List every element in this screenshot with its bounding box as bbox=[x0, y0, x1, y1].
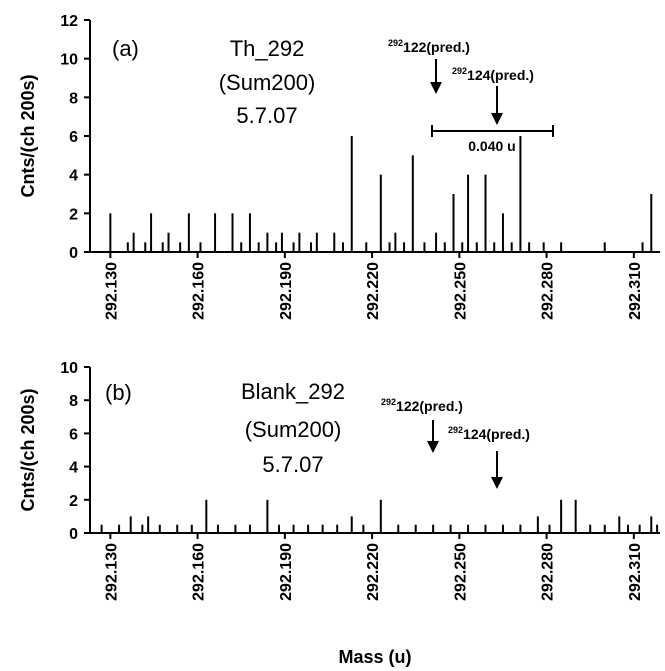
x-tick-label-a-6: 292.310 bbox=[627, 262, 644, 320]
annotation-line-a-2: (Sum200) bbox=[219, 70, 316, 95]
x-tick-label-a-1: 292.160 bbox=[191, 262, 208, 320]
plot-area-a bbox=[89, 20, 660, 253]
y-axis-title-a: Cnts/(ch 200s) bbox=[18, 74, 38, 197]
pred-124-superscript-b: 292 bbox=[448, 425, 463, 435]
y-tick-label-a-6: 12 bbox=[60, 13, 78, 30]
y-ticks-b: 0 2 4 6 8 10 bbox=[60, 360, 90, 543]
panel-label-b: (b) bbox=[105, 380, 132, 405]
x-tick-label-a-5: 292.280 bbox=[540, 262, 557, 320]
y-tick-label-a-4: 8 bbox=[69, 90, 78, 107]
x-tick-label-b-3: 292.220 bbox=[365, 543, 382, 601]
annotation-line-a-1: Th_292 bbox=[230, 36, 305, 61]
prediction-124-b: 292124(pred.) bbox=[448, 425, 530, 489]
scale-bar-label-a: 0.040 u bbox=[468, 138, 515, 154]
annotation-line-b-1: Blank_292 bbox=[241, 379, 345, 404]
x-ticks-b: 292.130 292.160 292.190 292.220 292.250 292.2… bbox=[103, 533, 644, 601]
pred-122-superscript-b: 292 bbox=[381, 397, 396, 407]
x-tick-label-b-2: 292.190 bbox=[278, 543, 295, 601]
y-axis-title-b: Cnts/(ch 200s) bbox=[18, 388, 38, 511]
pred-122-arrowhead-b bbox=[427, 441, 439, 453]
bars-series-b bbox=[100, 499, 659, 533]
y-tick-label-a-1: 2 bbox=[69, 206, 78, 223]
x-tick-label-b-4: 292.250 bbox=[452, 543, 469, 601]
y-ticks-a: 0 2 4 6 8 10 12 bbox=[60, 13, 90, 262]
pred-124-superscript-a: 292 bbox=[452, 66, 467, 76]
x-axis-title: Mass (u) bbox=[338, 647, 411, 667]
panel-label-a: (a) bbox=[112, 36, 139, 61]
y-tick-label-b-4: 8 bbox=[69, 393, 78, 410]
x-tick-label-a-2: 292.190 bbox=[278, 262, 295, 320]
prediction-122-b: 292122(pred.) bbox=[381, 397, 463, 453]
pred-124-arrowhead-b bbox=[491, 477, 503, 489]
prediction-124-a: 292124(pred.) bbox=[452, 66, 534, 125]
y-tick-label-b-5: 10 bbox=[60, 360, 78, 377]
x-ticks-a: 292.130 292.160 292.190 292.220 292.250 292.2… bbox=[103, 252, 644, 320]
plot-area-b bbox=[89, 367, 660, 534]
y-tick-label-a-5: 10 bbox=[60, 52, 78, 69]
svg-text:292122(pred.): 292122(pred.) bbox=[388, 38, 470, 55]
annotation-line-b-3: 5.7.07 bbox=[262, 452, 323, 477]
y-tick-label-a-0: 0 bbox=[69, 245, 78, 262]
pred-124-arrowhead-a bbox=[491, 113, 503, 125]
pred-122-superscript-a: 292 bbox=[388, 38, 403, 48]
svg-text:292124(pred.): 292124(pred.) bbox=[448, 425, 530, 442]
x-tick-label-b-0: 292.130 bbox=[103, 543, 120, 601]
y-tick-label-b-2: 4 bbox=[69, 460, 78, 477]
annotation-line-a-3: 5.7.07 bbox=[236, 103, 297, 128]
bars-series-a bbox=[109, 136, 653, 252]
pred-124-label-b: 124(pred.) bbox=[463, 426, 530, 442]
pred-122-arrowhead-a bbox=[430, 82, 442, 94]
pred-122-label-a: 122(pred.) bbox=[403, 39, 470, 55]
x-tick-label-a-4: 292.250 bbox=[452, 262, 469, 320]
x-tick-label-b-1: 292.160 bbox=[191, 543, 208, 601]
annotation-line-b-2: (Sum200) bbox=[245, 417, 342, 442]
y-tick-label-a-2: 4 bbox=[69, 168, 78, 185]
x-tick-label-b-6: 292.310 bbox=[627, 543, 644, 601]
pred-122-label-b: 122(pred.) bbox=[396, 398, 463, 414]
scale-bar-a: 0.040 u bbox=[431, 125, 554, 154]
y-tick-label-b-1: 2 bbox=[69, 493, 78, 510]
svg-text:292124(pred.): 292124(pred.) bbox=[452, 66, 534, 83]
x-tick-label-a-0: 292.130 bbox=[103, 262, 120, 320]
x-tick-label-b-5: 292.280 bbox=[540, 543, 557, 601]
y-tick-label-b-0: 0 bbox=[69, 526, 78, 543]
prediction-122-a: 292122(pred.) bbox=[388, 38, 470, 94]
y-tick-label-b-3: 6 bbox=[69, 426, 78, 443]
x-tick-label-a-3: 292.220 bbox=[365, 262, 382, 320]
pred-124-label-a: 124(pred.) bbox=[467, 67, 534, 83]
y-tick-label-a-3: 6 bbox=[69, 129, 78, 146]
svg-text:292122(pred.): 292122(pred.) bbox=[381, 397, 463, 414]
